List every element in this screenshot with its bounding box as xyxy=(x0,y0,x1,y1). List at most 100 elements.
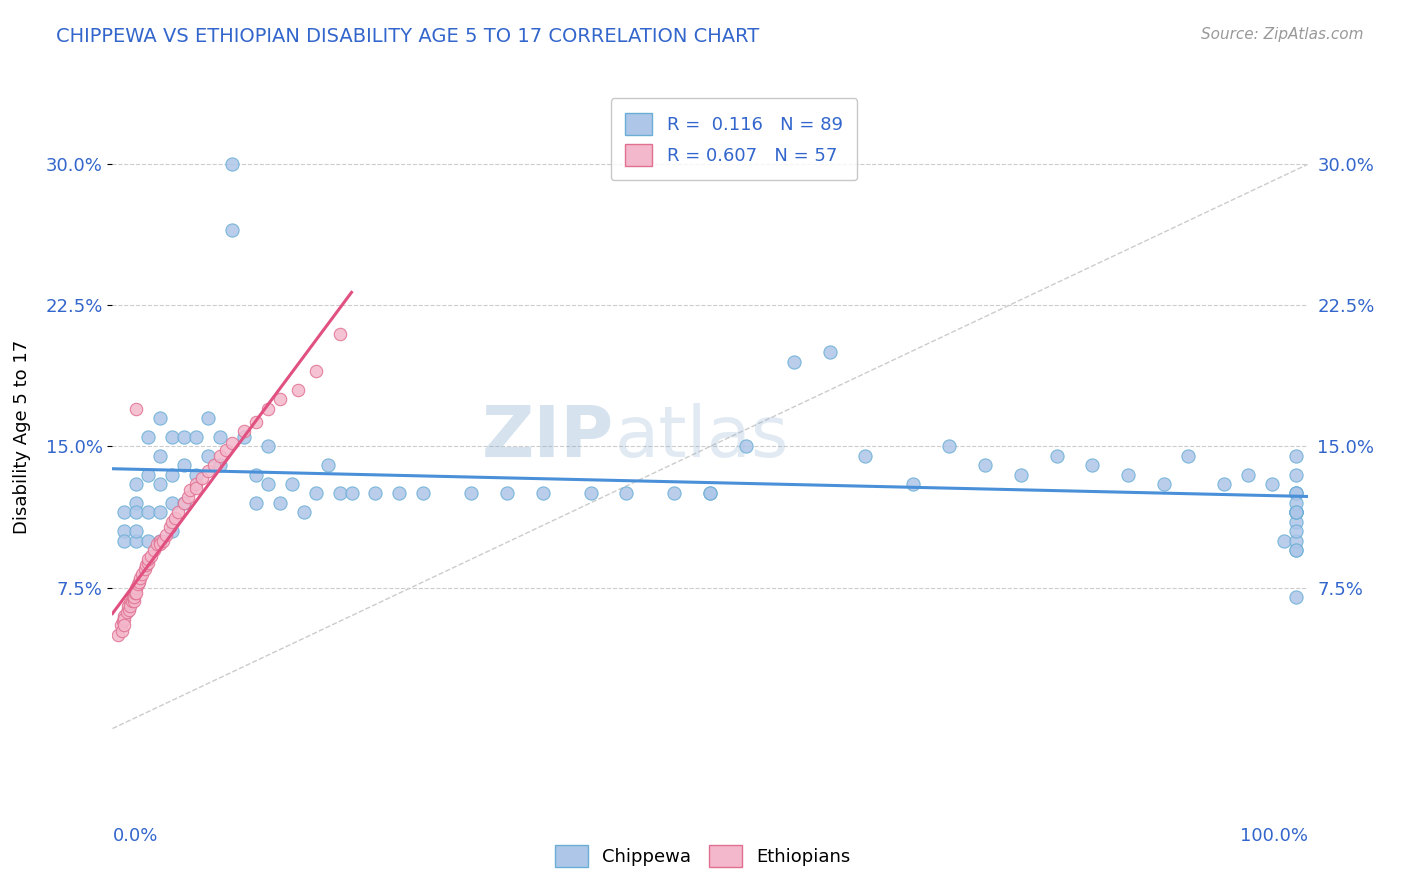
Point xyxy=(1285,590,1308,604)
Point xyxy=(1285,505,1308,519)
Legend: R =  0.116   N = 89, R = 0.607   N = 57: R = 0.116 N = 89, R = 0.607 N = 57 xyxy=(610,98,858,180)
Point xyxy=(1285,505,1308,519)
Point xyxy=(115,605,138,619)
Point xyxy=(149,411,172,425)
Point xyxy=(162,515,183,529)
Point xyxy=(114,524,135,538)
Point xyxy=(1272,533,1295,548)
Point xyxy=(221,223,243,237)
Point xyxy=(139,549,162,563)
Point xyxy=(269,496,291,510)
Point xyxy=(186,430,208,444)
Point xyxy=(855,449,877,463)
Point xyxy=(186,481,208,495)
Point xyxy=(316,458,339,473)
Point xyxy=(735,440,758,454)
Point xyxy=(269,392,291,407)
Point xyxy=(107,627,129,641)
Point xyxy=(191,471,214,485)
Point xyxy=(245,467,267,482)
Text: 0.0%: 0.0% xyxy=(112,827,157,845)
Point xyxy=(340,486,363,500)
Point xyxy=(134,562,156,576)
Point xyxy=(1153,477,1175,491)
Point xyxy=(245,415,267,429)
Point xyxy=(1237,467,1260,482)
Point xyxy=(112,615,135,629)
Point xyxy=(143,542,166,557)
Point xyxy=(114,612,135,626)
Point xyxy=(209,458,232,473)
Point xyxy=(202,458,225,473)
Point xyxy=(138,467,160,482)
Point xyxy=(114,533,135,548)
Point xyxy=(215,443,238,458)
Point xyxy=(245,496,267,510)
Point xyxy=(305,364,328,378)
Point xyxy=(531,486,554,500)
Point xyxy=(149,537,172,551)
Point xyxy=(903,477,925,491)
Point xyxy=(114,505,135,519)
Point xyxy=(292,505,315,519)
Point xyxy=(186,477,208,491)
Point xyxy=(1177,449,1199,463)
Point xyxy=(1213,477,1236,491)
Point xyxy=(138,430,160,444)
Point xyxy=(221,157,243,171)
Point xyxy=(135,558,157,572)
Point xyxy=(173,458,195,473)
Point xyxy=(122,593,145,607)
Point xyxy=(699,486,721,500)
Point xyxy=(173,430,195,444)
Point xyxy=(938,440,960,454)
Point xyxy=(305,486,328,500)
Point xyxy=(125,477,148,491)
Point xyxy=(818,345,841,359)
Point xyxy=(329,486,352,500)
Point xyxy=(179,483,201,497)
Point xyxy=(496,486,519,500)
Point xyxy=(155,528,177,542)
Point xyxy=(138,556,160,570)
Point xyxy=(281,477,304,491)
Point xyxy=(124,586,146,600)
Point xyxy=(412,486,434,500)
Point xyxy=(1285,515,1308,529)
Point xyxy=(173,496,195,510)
Point xyxy=(121,590,143,604)
Point xyxy=(257,477,280,491)
Point xyxy=(131,567,153,582)
Point xyxy=(173,496,195,510)
Point xyxy=(782,355,804,369)
Point xyxy=(579,486,602,500)
Point xyxy=(616,486,638,500)
Point xyxy=(1285,496,1308,510)
Text: Source: ZipAtlas.com: Source: ZipAtlas.com xyxy=(1201,27,1364,42)
Point xyxy=(197,411,219,425)
Point xyxy=(209,449,232,463)
Point xyxy=(1285,524,1308,538)
Point xyxy=(209,430,232,444)
Point xyxy=(128,574,150,589)
Point xyxy=(388,486,411,500)
Point xyxy=(287,383,309,397)
Point xyxy=(197,449,219,463)
Point xyxy=(1010,467,1032,482)
Point xyxy=(460,486,482,500)
Point xyxy=(125,496,148,510)
Point xyxy=(120,596,142,610)
Point xyxy=(117,599,139,614)
Text: CHIPPEWA VS ETHIOPIAN DISABILITY AGE 5 TO 17 CORRELATION CHART: CHIPPEWA VS ETHIOPIAN DISABILITY AGE 5 T… xyxy=(56,27,759,45)
Point xyxy=(122,590,145,604)
Point xyxy=(159,520,181,534)
Point xyxy=(149,449,172,463)
Point xyxy=(1081,458,1104,473)
Point xyxy=(186,467,208,482)
Point xyxy=(114,608,135,623)
Point xyxy=(1285,505,1308,519)
Point xyxy=(162,430,183,444)
Point xyxy=(1285,505,1308,519)
Point xyxy=(699,486,721,500)
Point xyxy=(257,440,280,454)
